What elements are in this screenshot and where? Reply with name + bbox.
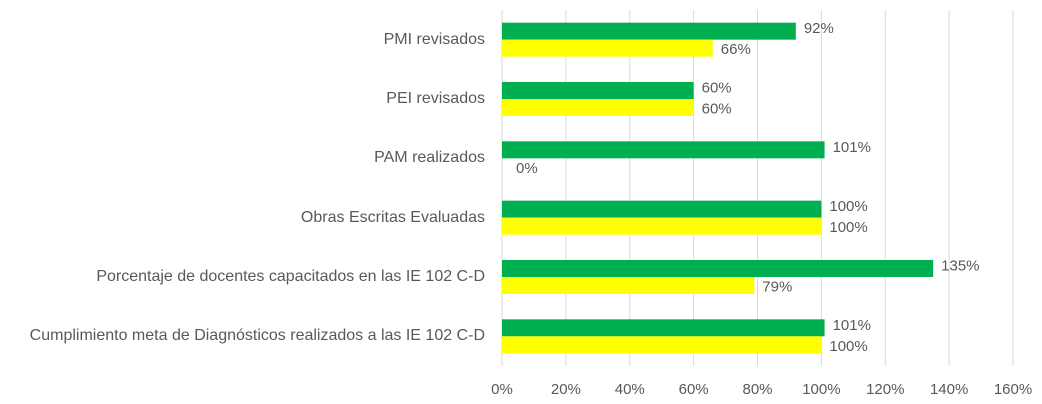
x-tick-label: 80% xyxy=(742,381,772,398)
x-tick-label: 60% xyxy=(679,381,709,398)
category-label: Cumplimiento meta de Diagnósticos realiz… xyxy=(29,327,485,345)
data-label: 100% xyxy=(829,219,867,236)
bar xyxy=(502,336,822,354)
category-label: Porcentaje de docentes capacitados en la… xyxy=(96,268,485,285)
bar xyxy=(502,319,825,337)
data-label: 135% xyxy=(941,257,979,274)
bar xyxy=(502,22,796,40)
data-label: 100% xyxy=(829,198,867,215)
x-tick-label: 0% xyxy=(491,381,513,398)
x-tick-label: 160% xyxy=(994,381,1032,398)
data-label: 66% xyxy=(721,41,751,58)
x-tick-label: 20% xyxy=(551,381,581,398)
bar xyxy=(502,277,755,294)
category-label: PAM realizados xyxy=(374,149,485,167)
x-tick-label: 140% xyxy=(930,381,968,398)
bar xyxy=(502,217,822,235)
data-label: 92% xyxy=(804,20,834,37)
bar xyxy=(502,39,713,57)
bar xyxy=(502,82,694,99)
data-label: 100% xyxy=(829,338,867,355)
data-label: 0% xyxy=(516,160,538,177)
data-label: 101% xyxy=(833,139,871,156)
bar xyxy=(502,200,822,218)
category-label: PMI revisados xyxy=(383,30,485,48)
category-label: PEI revisados xyxy=(386,90,485,107)
x-tick-label: 100% xyxy=(802,381,840,398)
bar xyxy=(502,141,825,159)
data-label: 60% xyxy=(702,79,732,96)
x-tick-label: 120% xyxy=(866,381,904,398)
data-label: 60% xyxy=(702,100,732,117)
bar xyxy=(502,99,694,116)
x-tick-label: 40% xyxy=(615,381,645,398)
data-label: 101% xyxy=(833,317,871,334)
data-label: 79% xyxy=(762,278,792,295)
category-label: Obras Escritas Evaluadas xyxy=(300,208,485,226)
bar xyxy=(502,260,934,277)
